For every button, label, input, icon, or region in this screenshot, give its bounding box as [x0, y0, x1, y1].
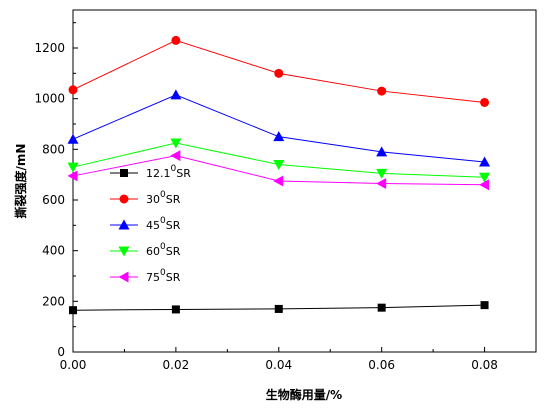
data-point	[480, 301, 489, 310]
data-point	[171, 305, 180, 314]
y-tick-label: 200	[42, 294, 65, 308]
data-point	[479, 172, 491, 183]
y-tick-label: 600	[42, 193, 65, 207]
legend-marker	[118, 219, 130, 230]
data-point	[67, 170, 78, 182]
y-axis-title: 撕裂强度/mN	[13, 144, 28, 219]
legend-item: 300SR	[110, 190, 181, 206]
data-point	[170, 89, 182, 100]
legend-item: 600SR	[110, 242, 181, 258]
data-point	[479, 156, 491, 167]
data-point	[377, 86, 387, 96]
data-point	[376, 146, 388, 157]
data-point	[377, 303, 386, 312]
x-tick-label: 0.08	[471, 358, 498, 372]
data-point	[273, 160, 285, 171]
y-tick-label: 0	[57, 345, 65, 359]
legend-label: 600SR	[146, 242, 181, 258]
y-tick-label: 1000	[34, 92, 65, 106]
x-tick-label: 0.02	[163, 358, 190, 372]
legend-item: 450SR	[110, 216, 181, 232]
data-point	[376, 168, 388, 179]
x-tick-label: 0.04	[265, 358, 292, 372]
data-point	[170, 150, 181, 162]
legend-label: 750SR	[146, 268, 181, 284]
x-tick-label: 0.06	[368, 358, 395, 372]
series-markers	[67, 35, 491, 315]
y-tick-label: 1200	[34, 41, 65, 55]
plot-frame	[72, 9, 537, 353]
data-point	[480, 97, 490, 107]
series-lines	[72, 39, 485, 311]
y-tick-label: 800	[42, 142, 65, 156]
series-line	[72, 94, 485, 163]
legend-marker	[120, 169, 128, 177]
data-point	[69, 306, 77, 315]
data-point	[274, 68, 284, 78]
data-point	[68, 85, 78, 95]
data-point	[274, 304, 283, 313]
data-point	[67, 133, 79, 144]
axis-ticks: 0.00 0.02 0.04 0.06 0.08 0 200 400 600 800 1000 120…	[34, 22, 498, 372]
data-point	[273, 175, 284, 187]
x-axis-title: 生物酶用量/%	[266, 387, 342, 402]
x-tick-label: 0.00	[60, 358, 87, 372]
legend-marker	[118, 271, 129, 283]
legend-marker	[118, 246, 130, 257]
data-point	[170, 138, 182, 149]
data-point	[273, 131, 285, 142]
legend-label: 450SR	[146, 216, 181, 232]
legend-item: 750SR	[110, 268, 181, 284]
legend-item: 12.10SR	[110, 164, 191, 180]
data-point	[67, 162, 79, 173]
legend: 12.10SR 300SR 450SR 600SR 750SR	[110, 164, 191, 284]
data-point	[171, 35, 181, 45]
y-tick-label: 400	[42, 244, 65, 258]
legend-label: 300SR	[146, 190, 181, 206]
data-point	[376, 178, 387, 190]
legend-label: 12.10SR	[146, 164, 191, 180]
data-point	[479, 179, 490, 191]
legend-marker	[119, 194, 129, 204]
